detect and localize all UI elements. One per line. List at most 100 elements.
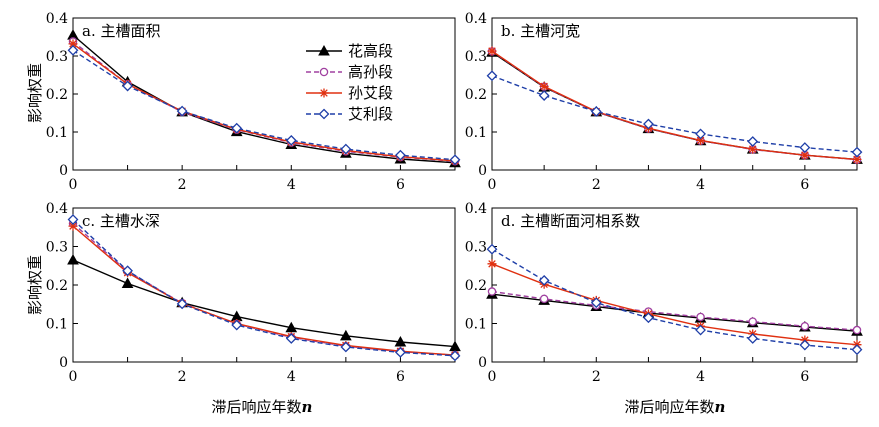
panel-c-series-3-line — [72, 219, 456, 357]
panel-c-title: c. 主槽水深 — [82, 212, 160, 230]
y-axis-label-top: 影响权重 — [26, 63, 44, 123]
panel-c-series-0-point-1 — [121, 277, 134, 288]
panel-c-xtick-label-0: 0 — [69, 369, 78, 385]
panel-c-series-0-point-0 — [67, 253, 79, 265]
panel-d-series-1-point-7 — [852, 325, 862, 335]
panel-a-xtick-label-1: 2 — [178, 177, 187, 193]
panel-d-series-3-point-2 — [590, 297, 602, 309]
panel-d-series-1-point-5 — [748, 317, 757, 326]
panel-d-series-1-point-0 — [487, 287, 497, 296]
panel-a-series-3-point-7 — [449, 154, 461, 166]
panel-d-series-0-line — [491, 293, 858, 332]
legend-entry-1: 高孙段 — [306, 63, 393, 81]
panel-a-series-2-line — [72, 43, 456, 162]
panel-b-series-3-line — [491, 75, 858, 153]
panel-a-ytick-label-2: 0.2 — [46, 87, 68, 103]
panel-a-ytick-label-0: 0 — [59, 163, 68, 179]
panel-c-series-0-point-5 — [340, 329, 352, 341]
panel-c-ytick-label-2: 0.2 — [46, 278, 68, 294]
panel-c-xtick-label-1: 2 — [178, 369, 187, 385]
panel-c-series-2-point-0 — [68, 221, 78, 231]
panel-c-series-3-point-6 — [395, 346, 406, 358]
panel-b-series-0-line — [491, 51, 858, 161]
panel-d-series-3-point-6 — [799, 339, 811, 351]
panel-d-xtick-label-2: 4 — [696, 369, 705, 385]
legend-entry-2: 孙艾段 — [306, 84, 393, 102]
panel-a-series-3-point-4 — [285, 134, 297, 146]
panel-b-series-2-point-7 — [852, 154, 862, 164]
panel-b-series-3-point-2 — [590, 106, 602, 117]
y-axis-label-bottom: 影响权重 — [26, 255, 44, 315]
panel-c-series-1-line — [72, 222, 456, 356]
panel-b-series-2-point-6 — [800, 150, 810, 160]
panel-c-series-3-point-1 — [122, 265, 133, 277]
panel-a-xtick-label-0: 0 — [69, 177, 78, 193]
panel-d-series-1-point-6 — [800, 321, 810, 331]
panel-c-ytick-label-3: 0.3 — [46, 240, 68, 256]
panel-a-ytick-label-1: 0.1 — [46, 125, 68, 141]
x-axis-label-right-var: n — [715, 398, 726, 416]
panel-a-series-0-line — [72, 34, 456, 164]
panel-d-series-2-point-0 — [487, 259, 497, 269]
legend-entry-0-label: 花高段 — [348, 42, 393, 60]
panel-a-series-1-line — [72, 41, 456, 162]
panel-b: 0 0.1 0.2 0.3 0.4 0 2 4 6 b. 主槽河宽 — [465, 11, 863, 193]
panel-b-title: b. 主槽河宽 — [501, 22, 580, 40]
panel-d-xtick-label-0: 0 — [488, 369, 497, 385]
panel-c-series-3-point-3 — [231, 319, 243, 331]
legend-entry-3-label: 艾利段 — [348, 105, 393, 123]
panel-a-series-3-point-0 — [67, 44, 79, 56]
panel-a-xtick-label-3: 6 — [396, 177, 405, 193]
legend-entry-1-marker — [319, 67, 329, 77]
x-axis-label-right-text: 滞后响应年数 — [625, 398, 715, 416]
panel-d-ytick-label-3: 0.3 — [465, 240, 487, 256]
panel-c-ytick-label-1: 0.1 — [46, 317, 68, 333]
panel-b-xtick-label-1: 2 — [592, 177, 601, 193]
panel-a-ytick-label-3: 0.3 — [46, 49, 68, 65]
panel-d-xtick-label-3: 6 — [800, 369, 809, 385]
panel-c-series-3-point-4 — [285, 333, 297, 344]
panel-b-ytick-label-2: 0.2 — [465, 87, 487, 103]
panel-b-series-3-point-3 — [643, 118, 654, 130]
panel-d-series-3-point-3 — [643, 312, 654, 324]
panel-a-series-3-line — [72, 49, 456, 161]
panel-c-series-3-point-5 — [340, 341, 352, 353]
panel-b-series-2-line — [491, 50, 858, 161]
panel-c-series-0-line — [72, 259, 456, 348]
x-axis-label-left-var: n — [302, 398, 313, 416]
panel-d-series-1-point-4 — [696, 312, 705, 322]
panel-d-series-1-point-1 — [539, 294, 549, 304]
panel-c-series-3-point-7 — [449, 350, 461, 362]
panel-b-series-2-point-4 — [696, 135, 706, 145]
panel-c-series-0-point-6 — [394, 335, 407, 347]
panel-c-series-3-point-2 — [176, 298, 188, 310]
panel-c-ytick-label-4: 0.4 — [46, 201, 68, 217]
panel-a: 0 0.1 0.2 0.3 0.4 0 2 4 6 a. 主槽面积 — [46, 11, 461, 193]
panel-b-series-2-point-0 — [487, 46, 497, 56]
panel-d-series-3-point-4 — [695, 324, 706, 336]
panel-b-series-3-point-6 — [799, 142, 811, 153]
panel-b-ytick-label-3: 0.3 — [465, 49, 487, 65]
legend-entry-1-label: 高孙段 — [348, 63, 393, 81]
legend-entry-2-marker — [319, 88, 329, 98]
panel-c-xtick-label-3: 6 — [396, 369, 405, 385]
panel-a-frame — [72, 17, 456, 171]
panel-b-series-3-point-5 — [747, 136, 759, 147]
x-axis-label-left-text: 滞后响应年数 — [212, 398, 302, 416]
panel-b-series-3-point-0 — [486, 70, 498, 82]
panel-d: 0 0.1 0.2 0.3 0.4 0 2 4 6 d. 主槽断面河相系数 — [465, 201, 863, 385]
panel-b-ytick-label-4: 0.4 — [465, 11, 487, 27]
panel-d-title: d. 主槽断面河相系数 — [501, 212, 640, 230]
panel-a-series-3-point-6 — [395, 149, 406, 161]
panel-b-series-2-point-1 — [539, 81, 549, 91]
legend-entry-0-marker — [318, 44, 330, 56]
panel-c-series-3-point-0 — [67, 214, 79, 225]
panel-d-ytick-label-2: 0.2 — [465, 278, 487, 294]
panel-b-ytick-label-1: 0.1 — [465, 125, 487, 141]
panel-a-series-3-point-3 — [231, 122, 243, 134]
x-axis-label-left: 滞后响应年数n — [212, 398, 313, 416]
panel-a-series-3-point-5 — [340, 143, 352, 155]
